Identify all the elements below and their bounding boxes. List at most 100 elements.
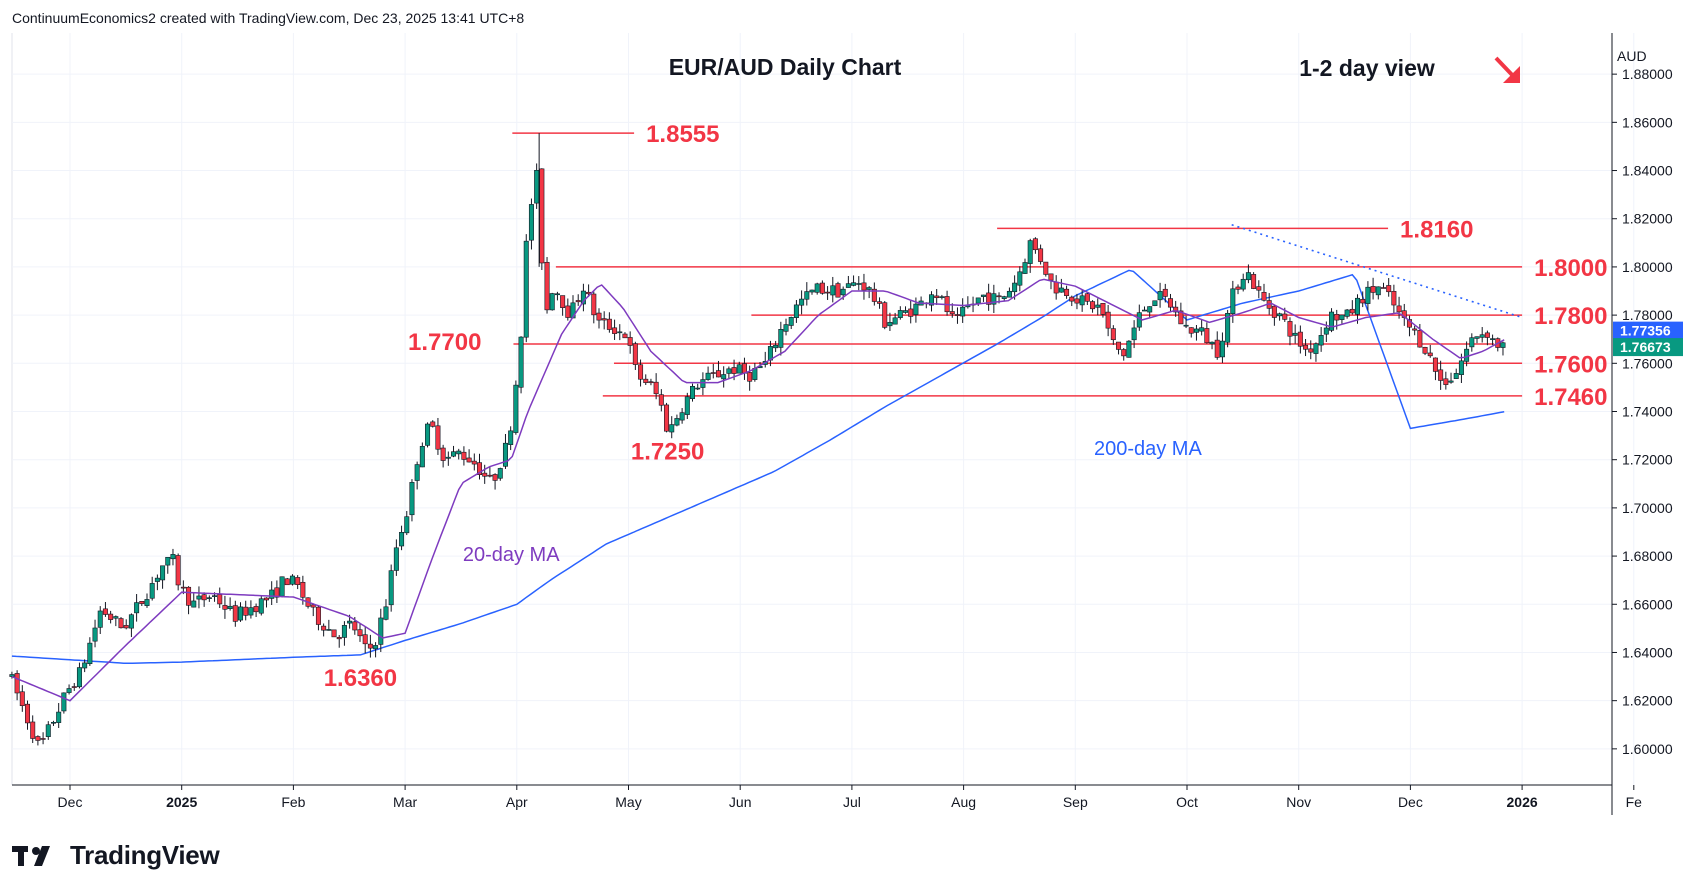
candle-body: [1058, 287, 1064, 293]
candle-body: [1245, 272, 1251, 281]
candle-body: [1225, 312, 1231, 343]
candle-body: [76, 667, 82, 688]
candle-body: [1464, 348, 1470, 362]
candle-body: [606, 318, 612, 330]
candle-body: [534, 169, 540, 204]
candle-body: [1121, 349, 1127, 357]
candle-body: [851, 282, 857, 286]
tradingview-logo-icon: [12, 845, 50, 866]
candle-body: [877, 301, 883, 304]
x-tick-label: May: [615, 794, 641, 810]
candle-body: [336, 636, 342, 640]
candle-body: [1090, 301, 1096, 310]
candle-body: [476, 462, 482, 475]
candle-body: [1417, 330, 1423, 348]
candle-body: [778, 329, 784, 348]
candle-body: [1500, 342, 1506, 348]
candle-body: [788, 317, 794, 326]
candle-body: [180, 586, 186, 589]
candle-body: [196, 595, 202, 600]
candle-body: [430, 421, 436, 427]
candle-body: [1261, 291, 1267, 301]
candle-body: [378, 617, 384, 645]
candle-body: [1432, 357, 1438, 372]
candle-body: [160, 565, 166, 581]
low-annotation: 1.7250: [631, 439, 704, 466]
candle-body: [1214, 339, 1220, 358]
candle-body: [341, 625, 347, 638]
level-label: 1.7700: [408, 329, 481, 356]
candle-body: [913, 303, 919, 315]
candle-body: [736, 364, 742, 374]
candle-body: [1355, 297, 1361, 315]
candle-body: [1069, 296, 1075, 302]
candle-body: [674, 418, 680, 426]
candle-body: [544, 261, 550, 311]
candle-body: [1048, 273, 1054, 281]
candle-body: [575, 300, 581, 303]
candle-body: [1375, 286, 1381, 296]
candle-body: [1204, 328, 1210, 344]
candle-body: [502, 442, 508, 467]
candle-body: [1012, 282, 1018, 293]
candle-body: [108, 613, 114, 620]
candle-body: [284, 578, 290, 586]
candle-body: [710, 372, 716, 374]
candle-body: [144, 599, 150, 606]
candle-body: [295, 577, 301, 585]
y-tick-label: 1.76000: [1622, 355, 1673, 371]
candle-body: [367, 643, 373, 649]
x-tick-label: Dec: [58, 794, 83, 810]
ma-annotation: 200-day MA: [1094, 438, 1202, 460]
candle-body: [123, 625, 129, 629]
candle-body: [928, 294, 934, 306]
x-tick-label: Mar: [393, 794, 417, 810]
price-label-text: 1.76673: [1620, 339, 1671, 355]
candle-body: [258, 598, 264, 614]
x-tick-label: 2026: [1507, 794, 1538, 810]
price-label-box: [1613, 338, 1683, 357]
candle-body: [1474, 336, 1480, 339]
candle-body: [700, 379, 706, 388]
candle-body: [1339, 314, 1345, 320]
candle-body: [1380, 287, 1386, 289]
candle-body: [954, 314, 960, 316]
candle-body: [482, 472, 488, 477]
candle-body: [819, 282, 825, 294]
candle-body: [1271, 305, 1277, 318]
x-tick-label: 2025: [166, 794, 197, 810]
candle-body: [1152, 300, 1158, 307]
candle-body: [960, 306, 966, 317]
candle-body: [139, 601, 145, 604]
candle-body: [170, 554, 176, 560]
candle-body: [612, 327, 618, 334]
candle-body: [35, 736, 41, 741]
candle-body: [461, 451, 467, 460]
candle-body: [66, 688, 72, 693]
candle-body: [263, 597, 269, 601]
candle-body: [14, 673, 20, 694]
support-resistance-levels: 1.8555 1.8160 1.8000 1.7800 1.7700 1.7600 1.74…: [408, 121, 1607, 411]
y-tick-label: 1.60000: [1622, 741, 1673, 757]
candle-body: [591, 293, 597, 316]
candle-body: [539, 168, 545, 264]
candle-body: [892, 317, 898, 325]
candle-body: [814, 283, 820, 293]
candle-body: [648, 381, 654, 384]
candle-body: [227, 605, 233, 609]
candle-body: [238, 606, 244, 621]
candle-body: [414, 464, 420, 481]
tradingview-logo[interactable]: TradingView: [12, 840, 220, 871]
candle-body: [518, 336, 524, 388]
currency-label: AUD: [1617, 48, 1647, 64]
candle-body: [1235, 286, 1241, 290]
candle-body: [440, 447, 446, 461]
chart-attribution: ContinuumEconomics2 created with Trading…: [12, 10, 525, 26]
candle-body: [897, 310, 903, 318]
candle-body: [991, 293, 997, 305]
candle-body: [705, 372, 711, 380]
candle-body: [1303, 344, 1309, 350]
candle-body: [695, 387, 701, 390]
candle-body: [1448, 380, 1454, 383]
